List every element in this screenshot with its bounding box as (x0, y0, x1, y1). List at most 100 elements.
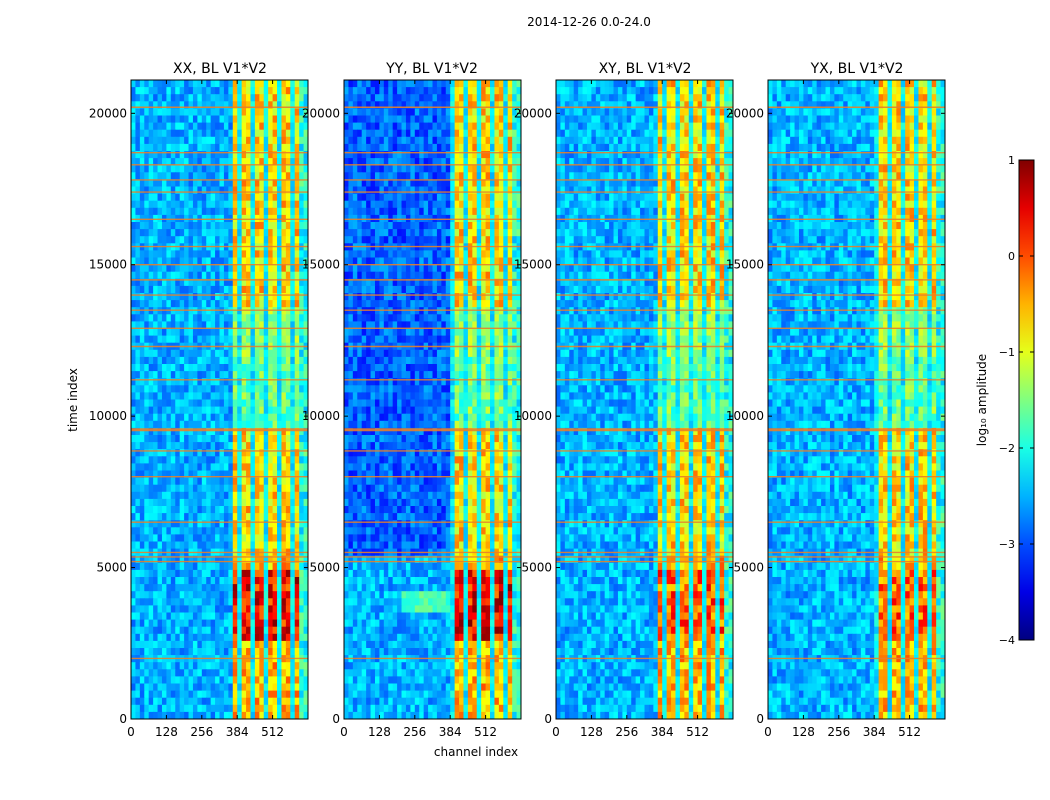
heatmap-cell (263, 151, 269, 159)
heatmap-cell (219, 413, 225, 422)
heatmap-cell (206, 158, 212, 166)
heatmap-cell (237, 626, 243, 635)
heatmap-cell (361, 122, 367, 131)
heatmap-cell (259, 555, 265, 564)
heatmap-cell (490, 101, 496, 109)
heatmap-cell (201, 662, 207, 670)
heatmap-cell (383, 285, 389, 294)
heatmap-cell (419, 264, 425, 273)
heatmap-cell (254, 406, 260, 415)
heatmap-cell (148, 669, 154, 677)
heatmap-cell (366, 165, 372, 173)
heatmap-cell (232, 80, 238, 88)
heatmap-cell (153, 626, 159, 635)
heatmap-cell (131, 711, 137, 719)
heatmap-cell (388, 151, 394, 159)
heatmap-cell (401, 271, 407, 280)
heatmap-cell (250, 527, 256, 535)
heatmap-cell (467, 207, 473, 216)
heatmap-cell (290, 406, 296, 415)
heatmap-cell (272, 456, 278, 464)
heatmap-cell (254, 704, 260, 713)
heatmap-cell (166, 598, 172, 606)
heatmap-cell (157, 690, 163, 699)
heatmap-cell (254, 356, 260, 365)
heatmap-cell (184, 676, 190, 685)
heatmap-cell (179, 427, 185, 436)
heatmap-cell (303, 640, 308, 649)
heatmap-cell (179, 470, 185, 479)
heatmap-cell (179, 385, 185, 393)
heatmap-cell (472, 271, 478, 280)
heatmap-cell (175, 101, 181, 109)
heatmap-cell (374, 80, 380, 88)
heatmap-cell (290, 513, 296, 521)
heatmap-cell (450, 193, 456, 202)
heatmap-cell (197, 108, 203, 117)
heatmap-cell (237, 442, 243, 450)
heatmap-cell (410, 129, 416, 138)
heatmap-cell (153, 562, 159, 571)
heatmap-cell (246, 158, 252, 166)
heatmap-cell (299, 449, 305, 457)
heatmap-cell (250, 605, 256, 614)
heatmap-cell (344, 229, 350, 237)
heatmap-cell (228, 264, 234, 273)
heatmap-cell (135, 648, 141, 656)
heatmap-cell (206, 143, 212, 152)
heatmap-cell (268, 271, 274, 280)
heatmap-cell (254, 584, 260, 592)
heatmap-cell (268, 229, 274, 237)
heatmap-cell (157, 392, 163, 401)
heatmap-cell (498, 186, 504, 195)
heatmap-cell (290, 264, 296, 273)
heatmap-cell (188, 193, 194, 202)
heatmap-cell (215, 662, 221, 670)
heatmap-cell (454, 229, 460, 237)
heatmap-cell (139, 143, 145, 152)
heatmap-cell (237, 108, 243, 117)
heatmap-cell (476, 165, 482, 173)
heatmap-cell (201, 300, 207, 308)
heatmap-cell (250, 80, 256, 88)
heatmap-cell (139, 406, 145, 415)
heatmap-cell (259, 569, 265, 578)
heatmap-cell (410, 94, 416, 102)
heatmap-cell (237, 143, 243, 152)
heatmap-cell (419, 207, 425, 216)
heatmap-cell (219, 640, 225, 649)
heatmap-cell (268, 640, 274, 649)
heatmap-cell (210, 207, 216, 216)
heatmap-cell (272, 321, 278, 330)
heatmap-cell (263, 94, 269, 102)
heatmap-cell (344, 271, 350, 280)
heatmap-cell (281, 690, 287, 699)
heatmap-cell (459, 278, 465, 287)
heatmap-cell (463, 143, 469, 152)
heatmap-cell (192, 293, 198, 301)
heatmap-cell (241, 193, 247, 202)
heatmap-cell (250, 711, 256, 719)
heatmap-cell (379, 293, 385, 301)
heatmap-cell (285, 399, 291, 408)
heatmap-cell (485, 172, 491, 180)
heatmap-cell (175, 541, 181, 550)
heatmap-cell (481, 122, 487, 131)
heatmap-cell (263, 420, 269, 429)
heatmap-cell (153, 662, 159, 670)
heatmap-cell (423, 122, 429, 131)
heatmap-cell (277, 541, 283, 550)
heatmap-cell (277, 406, 283, 415)
heatmap-cell (237, 704, 243, 713)
heatmap-cell (184, 328, 190, 337)
heatmap-cell (405, 158, 411, 166)
heatmap-cell (285, 456, 291, 464)
heatmap-cell (454, 151, 460, 159)
heatmap-cell (357, 101, 363, 109)
heatmap-cell (361, 222, 367, 230)
heatmap-cell (254, 136, 260, 145)
heatmap-cell (144, 640, 150, 649)
heatmap-cell (294, 158, 300, 166)
heatmap-cell (206, 406, 212, 415)
heatmap-cell (299, 193, 305, 202)
